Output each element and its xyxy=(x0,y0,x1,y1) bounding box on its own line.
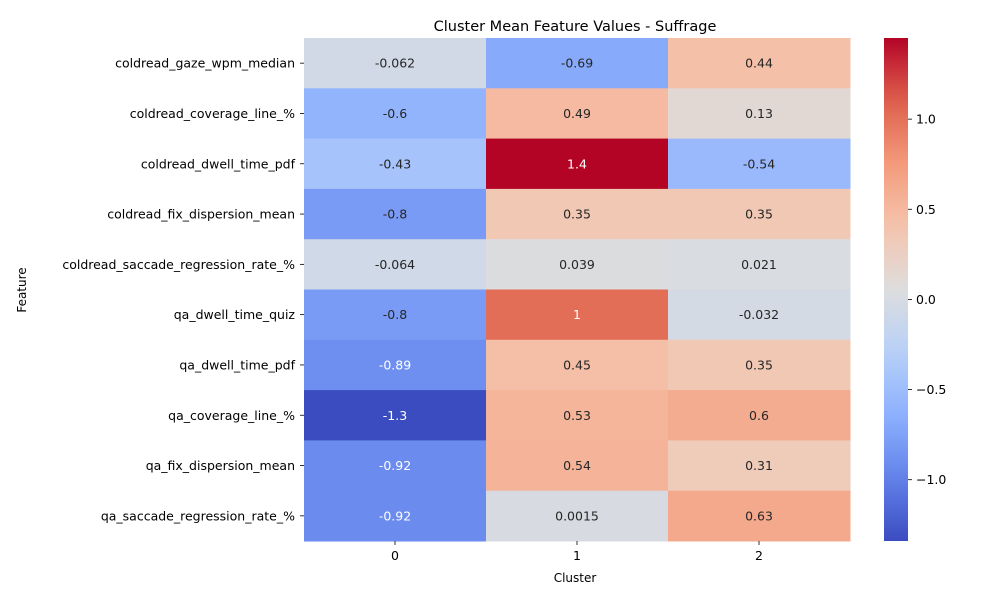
heatmap-cell xyxy=(486,138,669,190)
y-tick-label: coldread_dwell_time_pdf xyxy=(141,156,296,171)
colorbar-tick-label: −1.0 xyxy=(916,472,946,487)
heatmap-cell xyxy=(668,390,851,441)
heatmap-cell xyxy=(304,289,487,341)
heatmap-cell-label: 0.31 xyxy=(745,458,773,473)
chart-title: Cluster Mean Feature Values - Suffrage xyxy=(434,19,717,35)
heatmap-cell-labels: -0.062 -0.69 0.44 -0.6 0.49 0.13 -0.43 1.4 -0.54… xyxy=(375,56,779,524)
colorbar-tick-label: 0.5 xyxy=(916,202,936,217)
heatmap-cell xyxy=(668,490,851,542)
x-tick-label: 1 xyxy=(573,548,581,563)
heatmap-cell-label: -1.3 xyxy=(383,408,407,423)
heatmap-cell-label: -0.032 xyxy=(739,307,779,322)
heatmap-cell-label: -0.69 xyxy=(561,56,593,71)
y-tick-label: coldread_gaze_wpm_median xyxy=(115,56,295,71)
heatmap-cell xyxy=(486,490,669,542)
heatmap-cell xyxy=(668,339,851,391)
heatmap-cell-label: -0.8 xyxy=(383,307,407,322)
heatmap-cell-label: 0.45 xyxy=(563,357,591,372)
heatmap-cell-label: 0.0015 xyxy=(555,508,599,523)
x-tick-label: 0 xyxy=(391,548,399,563)
y-tick-label: qa_saccade_regression_rate_% xyxy=(101,508,295,523)
heatmap-cell xyxy=(668,38,851,89)
heatmap-cell xyxy=(304,138,487,190)
heatmap-cell xyxy=(486,440,669,492)
heatmap-cell xyxy=(668,289,851,341)
colorbar xyxy=(884,38,908,541)
heatmap-cell xyxy=(304,188,487,240)
heatmap-cell-label: 0.63 xyxy=(745,508,773,523)
heatmap-cell xyxy=(486,239,669,290)
heatmap-cell-label: 0.44 xyxy=(745,56,773,71)
heatmap-cell xyxy=(486,38,669,89)
y-tick-label: coldread_fix_dispersion_mean xyxy=(107,207,295,222)
heatmap-cell-label: 0.54 xyxy=(563,458,591,473)
heatmap-cell xyxy=(304,88,487,140)
heatmap-cell xyxy=(668,138,851,190)
heatmap-cell-label: -0.92 xyxy=(379,458,411,473)
x-tick-label: 2 xyxy=(755,548,763,563)
heatmap-cell-label: 0.021 xyxy=(741,257,777,272)
heatmap-cell xyxy=(668,188,851,240)
colorbar-tick-label: −0.5 xyxy=(916,382,946,397)
heatmap-cell xyxy=(486,188,669,240)
x-axis: 0 1 2 xyxy=(391,541,763,563)
heatmap-cell-label: 0.35 xyxy=(745,357,773,372)
heatmap-cell-label: -0.062 xyxy=(375,56,415,71)
heatmap-cell xyxy=(304,339,487,391)
heatmap-cell xyxy=(486,289,669,341)
heatmap-cell-label: 1 xyxy=(573,307,581,322)
heatmap-cell xyxy=(668,239,851,290)
heatmap-cell-label: 0.35 xyxy=(745,207,773,222)
heatmap-cell-label: -0.43 xyxy=(379,156,411,171)
heatmap-cell-label: -0.54 xyxy=(743,156,775,171)
heatmap-cell-label: 0.49 xyxy=(563,106,591,121)
colorbar-ticks: −1.0 −0.5 0.0 0.5 1.0 xyxy=(908,112,946,487)
heatmap-cell xyxy=(304,38,487,89)
heatmap-cell xyxy=(668,88,851,140)
heatmap-cell-label: 1.4 xyxy=(567,156,587,171)
heatmap-cell-label: 0.6 xyxy=(749,408,769,423)
y-tick-label: qa_fix_dispersion_mean xyxy=(146,458,295,473)
heatmap-cell xyxy=(486,339,669,391)
heatmap-cells xyxy=(304,38,851,542)
heatmap-cell xyxy=(304,490,487,542)
y-tick-label: coldread_saccade_regression_rate_% xyxy=(62,257,295,272)
heatmap-cell-label: 0.13 xyxy=(745,106,773,121)
heatmap-cell-label: -0.8 xyxy=(383,207,407,222)
heatmap-cell-label: 0.53 xyxy=(563,408,591,423)
y-tick-label: qa_coverage_line_% xyxy=(168,408,295,423)
y-axis-label: Feature xyxy=(15,267,29,312)
heatmap-cell xyxy=(486,88,669,140)
heatmap-cell xyxy=(304,239,487,290)
y-tick-label: qa_dwell_time_pdf xyxy=(179,357,295,372)
heatmap-cell-label: -0.064 xyxy=(375,257,415,272)
heatmap-cell xyxy=(304,390,487,441)
heatmap-cell-label: -0.92 xyxy=(379,508,411,523)
heatmap-cell-label: 0.35 xyxy=(563,207,591,222)
heatmap-cell-label: -0.6 xyxy=(383,106,407,121)
y-axis: coldread_gaze_wpm_median coldread_coverag… xyxy=(62,56,304,523)
heatmap-cell-label: -0.89 xyxy=(379,357,411,372)
heatmap-cell xyxy=(486,390,669,441)
heatmap-cell xyxy=(668,440,851,492)
colorbar-tick-label: 0.0 xyxy=(916,292,936,307)
x-axis-label: Cluster xyxy=(554,571,597,585)
heatmap-cell xyxy=(304,440,487,492)
y-tick-label: coldread_coverage_line_% xyxy=(130,106,295,121)
colorbar-tick-label: 1.0 xyxy=(916,112,936,127)
y-tick-label: qa_dwell_time_quiz xyxy=(174,307,296,322)
heatmap-cell-label: 0.039 xyxy=(559,257,595,272)
